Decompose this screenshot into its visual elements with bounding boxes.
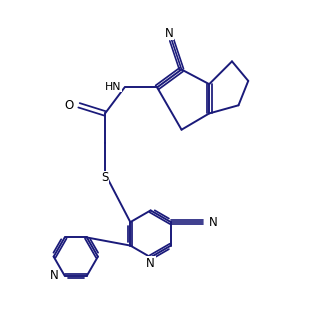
- Text: S: S: [101, 171, 109, 184]
- Text: N: N: [50, 269, 59, 282]
- Text: N: N: [209, 215, 218, 229]
- Text: N: N: [165, 26, 174, 39]
- Text: O: O: [64, 99, 73, 112]
- Text: HN: HN: [105, 82, 121, 92]
- Text: N: N: [146, 257, 155, 270]
